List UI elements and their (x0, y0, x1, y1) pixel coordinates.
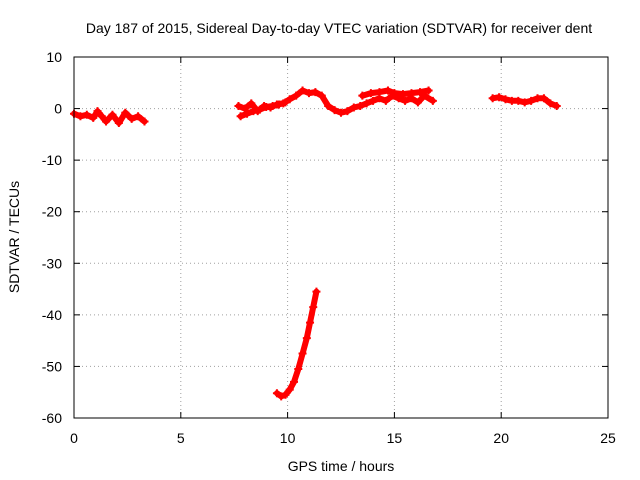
y-tick-label: -60 (42, 410, 62, 426)
data-point (309, 303, 318, 312)
y-tick-label: -30 (42, 255, 62, 271)
data-point (285, 385, 294, 394)
data-point (369, 96, 378, 105)
data-point (275, 100, 284, 109)
data-point (343, 107, 352, 116)
data-point (337, 108, 345, 117)
data-point (302, 334, 311, 343)
data-point (140, 117, 149, 126)
data-point (312, 287, 321, 296)
data-point (311, 88, 320, 97)
y-tick-label: -20 (42, 204, 62, 220)
data-point (268, 101, 277, 110)
data-point (272, 389, 281, 398)
data-point (306, 318, 315, 327)
data-point (416, 88, 425, 97)
chart-title: Day 187 of 2015, Sidereal Day-to-day VTE… (86, 20, 592, 36)
data-point (114, 119, 123, 128)
y-tick-label: 0 (54, 101, 62, 117)
data-points (70, 86, 561, 401)
x-tick-label: 0 (70, 430, 78, 446)
x-tick-label: 5 (177, 430, 185, 446)
data-point (281, 98, 290, 107)
data-point (488, 94, 497, 103)
data-point (390, 89, 399, 98)
data-point (324, 101, 333, 110)
data-point (398, 90, 407, 99)
data-point (247, 99, 256, 108)
data-point (381, 96, 390, 105)
data-point (108, 110, 117, 119)
data-point (546, 99, 555, 108)
data-point (249, 107, 258, 116)
plot-frame (73, 56, 609, 419)
grid-lines (74, 57, 608, 418)
data-point (121, 108, 130, 117)
data-point (520, 98, 529, 107)
y-tick-label: -50 (42, 358, 62, 374)
data-point (317, 91, 326, 100)
data-point (366, 89, 375, 98)
data-point (428, 96, 437, 105)
data-point (527, 96, 536, 105)
data-point (298, 349, 307, 358)
x-tick-label: 15 (387, 430, 403, 446)
data-point (285, 95, 294, 104)
data-point (495, 93, 504, 102)
data-series (358, 86, 433, 100)
data-point (292, 91, 301, 100)
data-point (93, 107, 102, 116)
data-point (356, 101, 365, 110)
data-point (82, 110, 91, 119)
data-point (375, 88, 384, 97)
data-point (298, 86, 307, 95)
data-point (304, 89, 313, 98)
data-point (134, 112, 143, 121)
data-point (76, 112, 85, 121)
data-point (262, 103, 271, 112)
data-point (407, 89, 416, 98)
x-axis-title: GPS time / hours (288, 458, 395, 474)
data-point (401, 96, 410, 105)
x-tick-label: 25 (600, 430, 616, 446)
data-point (383, 86, 392, 95)
y-tick-label: -40 (42, 307, 62, 323)
data-point (330, 106, 339, 115)
data-point (127, 114, 136, 123)
data-point (89, 113, 98, 122)
axis-ticks (73, 56, 609, 419)
data-point (255, 105, 264, 114)
data-point (281, 390, 290, 399)
data-point (539, 94, 548, 103)
x-tick-label: 10 (280, 430, 296, 446)
data-point (349, 103, 358, 112)
y-axis-title: SDTVAR / TECUs (6, 181, 22, 293)
data-point (97, 112, 106, 121)
data-point (362, 99, 371, 108)
data-point (240, 104, 249, 113)
data-series (488, 93, 561, 110)
data-point (552, 101, 561, 110)
data-point (514, 96, 523, 105)
data-point (102, 117, 111, 126)
data-series (236, 98, 290, 121)
data-point (290, 377, 299, 386)
data-point (424, 86, 433, 95)
data-point (294, 365, 303, 374)
data-point (413, 98, 422, 107)
y-tick-label: -10 (42, 152, 62, 168)
data-series (70, 107, 149, 128)
data-point (236, 112, 245, 121)
data-point (243, 109, 252, 118)
tick-labels: 0 5 10 15 20 25 10 0 -10 -20 -30 -40 -50 -60 (42, 49, 616, 446)
x-tick-label: 20 (493, 430, 509, 446)
data-point (501, 95, 510, 104)
data-series (272, 287, 321, 401)
data-point (277, 392, 286, 401)
data-point (358, 91, 367, 100)
data-point (234, 101, 243, 110)
y-tick-label: 10 (46, 49, 62, 65)
